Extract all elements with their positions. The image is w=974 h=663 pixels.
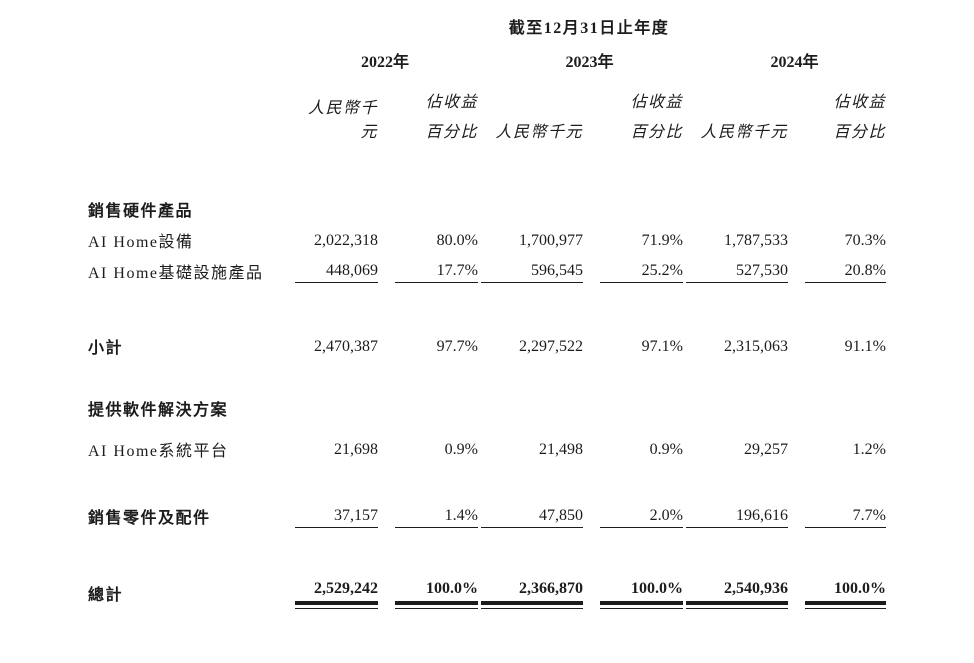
header-spacer	[683, 84, 788, 114]
row-ai-home-infrastructure: AI Home基礎設施產品 448,069 17.7% 596,545 25.2…	[88, 252, 886, 283]
cell-value-2024: 2,315,063	[724, 338, 788, 355]
cell-value-2022: 2,022,318	[314, 232, 378, 249]
cell-percent-2023: 100.0%	[583, 574, 683, 609]
cell-value-2023: 47,850	[478, 497, 583, 528]
row-label: 銷售零件及配件	[88, 510, 211, 527]
row-total: 總計 2,529,242 100.0% 2,366,870 100.0% 2,5…	[88, 574, 886, 609]
cell-value-2022: 2,529,242	[292, 574, 378, 609]
table-header-period-row: 截至12月31日止年度	[88, 14, 886, 40]
row-subtotal: 小計 2,470,387 97.7% 2,297,522 97.1% 2,315…	[88, 327, 886, 358]
col-header-percent-2023: 百分比	[630, 124, 683, 141]
cell-percent-2022: 80.0%	[436, 232, 478, 249]
cell-percent-2024: 70.3%	[844, 232, 886, 249]
cell-percent-2023: 2.0%	[583, 497, 683, 528]
cell-percent-2024: 1.2%	[852, 441, 886, 458]
cell-value-2022: 37,157	[292, 497, 378, 528]
cell-value-2024: 2,540,936	[683, 574, 788, 609]
col-header-percent-2024: 百分比	[833, 124, 886, 141]
cell-percent-2024: 91.1%	[844, 338, 886, 355]
cell-value-2024: 29,257	[744, 441, 788, 458]
table-subheader-revenue-share-row: 佔收益 佔收益 佔收益	[88, 84, 886, 114]
cell-percent-2023: 0.9%	[649, 441, 683, 458]
cell-percent-2024: 100.0%	[788, 574, 886, 609]
row-label: 總計	[88, 587, 124, 604]
year-header-2022: 2022年	[360, 54, 409, 71]
section-label: 銷售硬件產品	[88, 203, 194, 220]
cell-value-2023: 596,545	[478, 252, 583, 283]
year-header-2024: 2024年	[770, 54, 819, 71]
cell-percent-2023: 97.1%	[641, 338, 683, 355]
cell-value-2022: 448,069	[292, 252, 378, 283]
header-spacer	[88, 84, 292, 114]
period-header: 截至12月31日止年度	[508, 20, 670, 37]
col-header-revenue-share-2022: 佔收益	[425, 94, 478, 111]
cell-value-2023: 21,498	[539, 441, 583, 458]
col-header-revenue-share-2023: 佔收益	[630, 94, 683, 111]
col-header-unit-2024: 人民幣千元	[700, 124, 788, 141]
cell-value-2022: 2,470,387	[314, 338, 378, 355]
row-ai-home-system-platform: AI Home系統平台 21,698 0.9% 21,498 0.9% 29,2…	[88, 430, 886, 461]
header-spacer	[88, 48, 292, 78]
revenue-breakdown-table: 截至12月31日止年度 2022年 2023年 2024年 佔收益 佔收益 佔收…	[88, 14, 886, 609]
cell-percent-2023: 25.2%	[583, 252, 683, 283]
col-header-unit-2022: 人民幣千元	[307, 100, 378, 141]
cell-percent-2023: 71.9%	[641, 232, 683, 249]
cell-value-2023: 1,700,977	[519, 232, 583, 249]
year-header-2023: 2023年	[565, 54, 614, 71]
row-label: AI Home設備	[88, 234, 194, 251]
section-label: 提供軟件解決方案	[88, 402, 229, 419]
row-label: 小計	[88, 340, 124, 357]
header-spacer	[478, 84, 583, 114]
col-header-unit-2023: 人民幣千元	[495, 124, 583, 141]
table-subheader-units-row: 人民幣千元 百分比 人民幣千元 百分比 人民幣千元 百分比	[88, 100, 886, 144]
cell-percent-2022: 100.0%	[378, 574, 478, 609]
cell-value-2022: 21,698	[334, 441, 378, 458]
cell-value-2024: 527,530	[683, 252, 788, 283]
cell-percent-2022: 1.4%	[378, 497, 478, 528]
cell-value-2024: 196,616	[683, 497, 788, 528]
cell-percent-2022: 97.7%	[436, 338, 478, 355]
row-ai-home-devices: AI Home設備 2,022,318 80.0% 1,700,977 71.9…	[88, 221, 886, 252]
cell-value-2024: 1,787,533	[724, 232, 788, 249]
table-header-years-row: 2022年 2023年 2024年	[88, 48, 886, 78]
row-hardware-products-section: 銷售硬件產品	[88, 190, 886, 221]
cell-value-2023: 2,366,870	[478, 574, 583, 609]
cell-percent-2022: 17.7%	[378, 252, 478, 283]
col-header-percent-2022: 百分比	[425, 124, 478, 141]
header-spacer	[88, 114, 292, 144]
cell-percent-2024: 20.8%	[788, 252, 886, 283]
cell-percent-2024: 7.7%	[788, 497, 886, 528]
row-label: AI Home系統平台	[88, 443, 229, 460]
cell-value-2023: 2,297,522	[519, 338, 583, 355]
col-header-revenue-share-2024: 佔收益	[833, 94, 886, 111]
cell-percent-2022: 0.9%	[444, 441, 478, 458]
row-parts-and-accessories: 銷售零件及配件 37,157 1.4% 47,850 2.0% 196,616 …	[88, 497, 886, 528]
row-label: AI Home基礎設施產品	[88, 265, 264, 282]
row-software-solutions-section: 提供軟件解決方案	[88, 389, 886, 420]
